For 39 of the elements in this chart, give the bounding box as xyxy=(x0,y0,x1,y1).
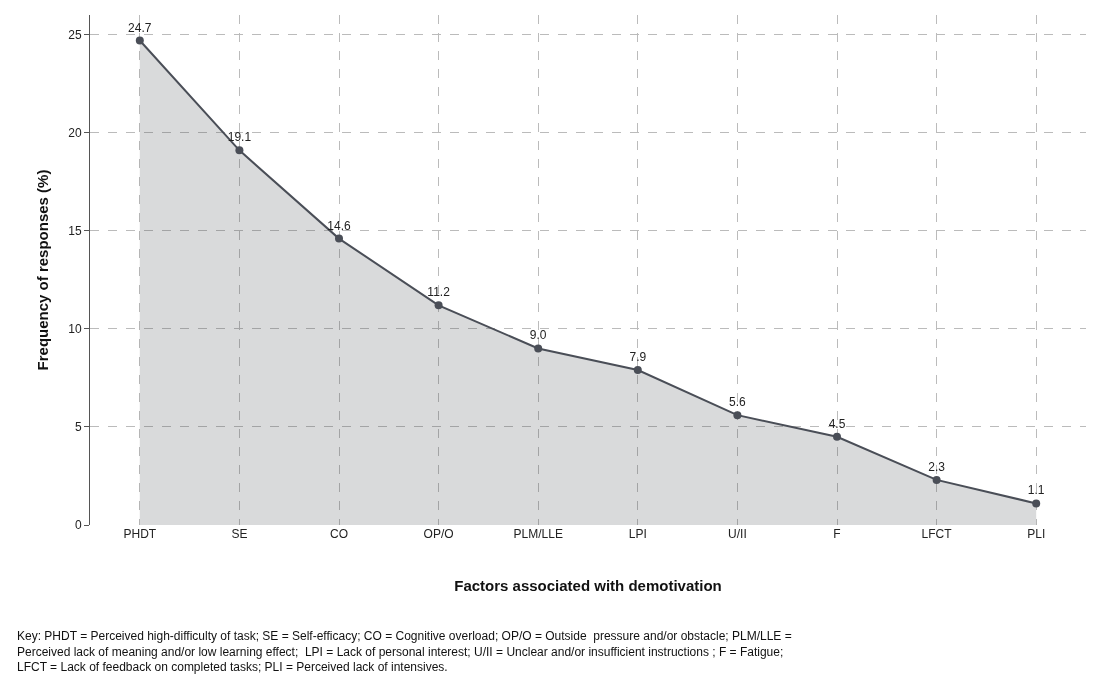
data-label: 4.5 xyxy=(828,416,846,431)
x-tick-label: LPI xyxy=(628,527,647,541)
point xyxy=(1032,499,1041,508)
point xyxy=(534,344,543,353)
data-label: 7.9 xyxy=(629,350,647,365)
x-tick-label: U/II xyxy=(728,527,747,541)
x-tick-label: LFCT xyxy=(921,527,953,541)
point xyxy=(235,146,244,155)
x-tick-label: OP/O xyxy=(423,527,454,541)
x-tick-label: CO xyxy=(330,527,348,541)
y-axis-title: Frequency of responses (%) xyxy=(34,169,52,371)
data-label: 11.2 xyxy=(427,285,451,300)
data-label: 19.1 xyxy=(227,130,252,145)
point xyxy=(733,411,742,420)
x-tick-label: PLM/LLE xyxy=(513,527,563,541)
y-tick-label: 5 xyxy=(74,420,82,435)
point xyxy=(932,475,941,484)
x-tick-label: PHDT xyxy=(123,527,157,541)
x-tick-label: F xyxy=(833,527,841,541)
data-label: 14.6 xyxy=(327,218,351,233)
y-tick-label: 25 xyxy=(68,27,82,42)
text: Key: PHDT = Perceived high-difficulty of task; SE = Self-efficacy; CO = Cognitive overload; OP/O = Outside pressure and/or obstacle; PLM/LLE = Perceived lack of meaning and/or low learning effect; LPI = Lack of personal interest; U/II = Unclear and/or insufficient instructions ; F = Fatigue; LFCT = Lack of feedback on completed tasks; PLI = Perceived lack of intensives. xyxy=(17,629,792,675)
point xyxy=(135,36,144,45)
x-axis-title: Factors associated with demotivation xyxy=(454,577,722,594)
x-tick-label: PLI xyxy=(1027,527,1046,541)
point xyxy=(833,432,841,441)
y-tick-label: 10 xyxy=(68,322,82,337)
point xyxy=(633,366,642,375)
x-tick-label: SE xyxy=(231,527,248,541)
point xyxy=(335,234,343,243)
data-label: 5.6 xyxy=(729,395,747,410)
y-tick-label: 0 xyxy=(74,518,82,533)
data-label: 24.7 xyxy=(128,20,152,35)
data-label: 2.3 xyxy=(928,459,946,474)
data-label: 1.1 xyxy=(1027,483,1045,498)
point xyxy=(434,301,443,310)
y-tick-label: 15 xyxy=(68,223,82,238)
y-tick-label: 20 xyxy=(68,125,82,140)
data-label: 9.0 xyxy=(529,328,547,343)
